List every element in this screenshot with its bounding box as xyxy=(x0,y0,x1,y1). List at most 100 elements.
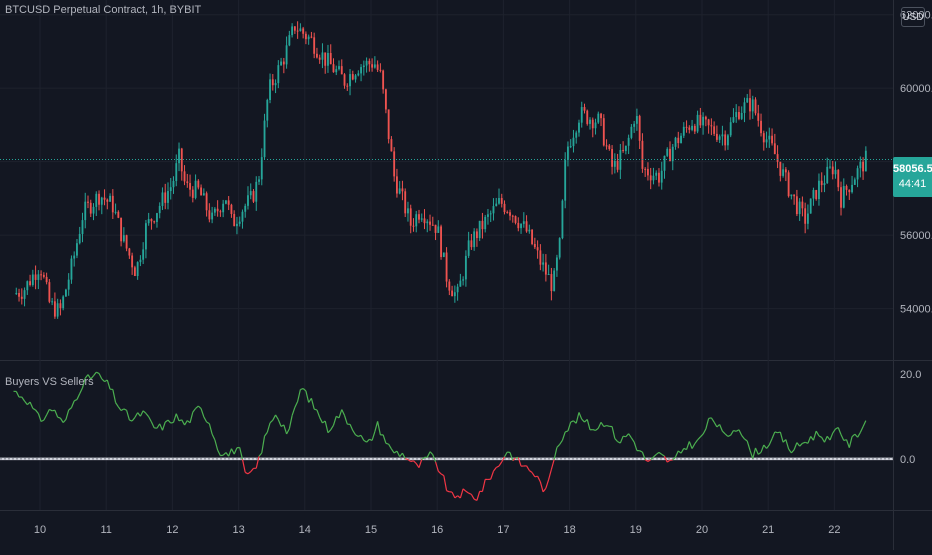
candle-body xyxy=(338,66,340,69)
candle-body xyxy=(835,170,837,174)
osc-line-segment xyxy=(546,480,549,489)
candle-body xyxy=(164,192,166,202)
osc-line-segment xyxy=(118,407,121,411)
osc-line-segment xyxy=(146,413,149,416)
candle-body xyxy=(561,201,563,239)
candle-body xyxy=(457,287,459,293)
candle-body xyxy=(313,37,315,53)
candle-body xyxy=(454,292,456,296)
osc-line-segment xyxy=(482,479,485,491)
osc-line-segment xyxy=(80,388,83,394)
osc-line-segment xyxy=(215,440,218,450)
candle-body xyxy=(413,226,415,227)
candle-body xyxy=(760,121,762,133)
osc-line-segment xyxy=(60,418,63,422)
candle-body xyxy=(109,196,111,202)
candle-body xyxy=(504,204,506,212)
osc-line-segment xyxy=(193,408,196,412)
osc-line-segment xyxy=(720,424,723,431)
candle-body xyxy=(40,274,42,275)
candle-body xyxy=(59,303,61,308)
currency-button[interactable]: USD xyxy=(901,7,925,27)
candle-body xyxy=(299,28,301,31)
osc-line-segment xyxy=(744,439,747,441)
osc-line-segment xyxy=(157,424,160,428)
candle-body xyxy=(272,79,274,85)
osc-line-segment xyxy=(289,416,292,429)
osc-line-segment xyxy=(419,459,422,467)
candle-body xyxy=(719,136,721,140)
candle-body xyxy=(48,282,50,302)
osc-line-segment xyxy=(631,438,634,442)
candle-body xyxy=(520,224,522,228)
osc-line-segment xyxy=(756,448,759,454)
candle-body xyxy=(322,52,324,59)
osc-line-segment xyxy=(262,436,265,453)
osc-line-segment xyxy=(71,401,74,408)
candle-body xyxy=(346,86,348,87)
candle-body xyxy=(228,200,230,204)
candle-body xyxy=(688,128,690,130)
candle-body xyxy=(195,181,197,198)
candle-body xyxy=(352,74,354,79)
osc-line-segment xyxy=(33,408,36,410)
candle-body xyxy=(473,231,475,247)
time-tick-label: 19 xyxy=(630,524,642,536)
osc-line-segment xyxy=(245,472,248,473)
osc-line-segment xyxy=(121,409,124,411)
osc-line-segment xyxy=(127,410,130,420)
candle-body xyxy=(622,150,624,151)
candle-body xyxy=(239,222,241,224)
candle-body xyxy=(699,115,701,125)
osc-line-segment xyxy=(201,409,204,417)
time-tick-label: 18 xyxy=(563,524,575,536)
candle-body xyxy=(586,111,588,124)
candle-body xyxy=(862,162,864,172)
osc-line-segment xyxy=(761,445,764,452)
candle-body xyxy=(539,250,541,264)
osc-line-segment xyxy=(66,410,69,420)
candle-body xyxy=(790,195,792,197)
candle-body xyxy=(848,190,850,192)
candle-body xyxy=(35,274,37,279)
osc-line-segment xyxy=(819,436,822,438)
osc-line-segment xyxy=(742,436,745,439)
osc-line-segment xyxy=(739,430,742,436)
candle-body xyxy=(523,221,525,224)
candle-body xyxy=(208,210,210,219)
osc-line-segment xyxy=(849,437,852,448)
osc-line-segment xyxy=(185,421,188,425)
osc-line-segment xyxy=(863,421,866,427)
candle-body xyxy=(641,141,643,169)
osc-line-segment xyxy=(772,432,775,439)
osc-line-segment xyxy=(36,410,39,413)
candle-body xyxy=(774,143,776,154)
osc-line-segment xyxy=(667,460,670,462)
candle-body xyxy=(217,209,219,212)
osc-line-segment xyxy=(460,489,463,498)
osc-line-segment xyxy=(601,422,604,426)
candle-body xyxy=(104,198,106,200)
candle-body xyxy=(766,139,768,142)
candle-body xyxy=(98,194,100,205)
candle-body xyxy=(617,161,619,170)
candle-body xyxy=(117,212,119,218)
candle-body xyxy=(796,196,798,214)
osc-line-segment xyxy=(728,435,731,436)
candle-body xyxy=(404,191,406,213)
candle-body xyxy=(418,214,420,219)
candle-body xyxy=(415,214,417,226)
candle-body xyxy=(128,249,130,256)
osc-line-segment xyxy=(55,410,58,417)
candle-body xyxy=(650,175,652,180)
candle-body xyxy=(724,134,726,145)
osc-line-segment xyxy=(218,450,221,455)
osc-line-segment xyxy=(656,452,659,454)
osc-line-segment xyxy=(681,448,684,453)
osc-line-segment xyxy=(229,449,232,457)
candle-body xyxy=(382,71,384,90)
candle-body xyxy=(360,67,362,73)
candle-body xyxy=(95,194,97,207)
